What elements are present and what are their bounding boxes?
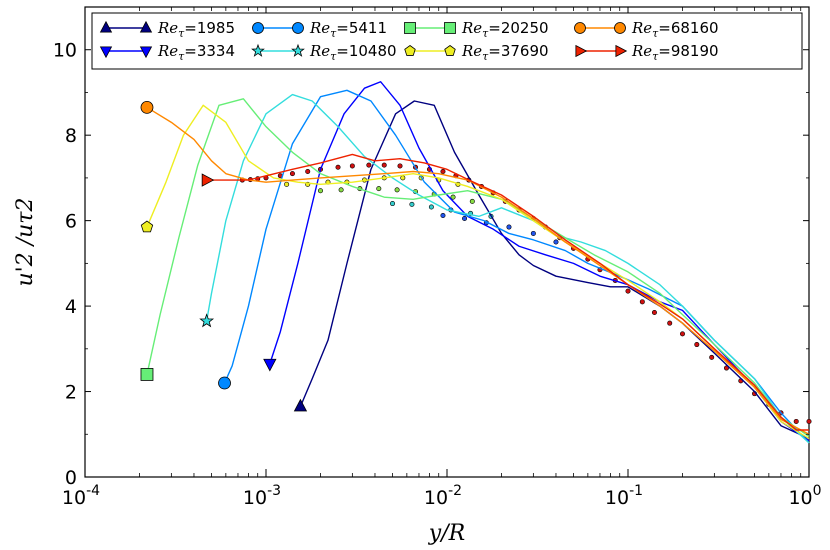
legend-marker	[404, 45, 416, 56]
reference-point	[335, 164, 341, 170]
x-tick-label: 100	[788, 483, 821, 509]
legend-marker	[404, 22, 416, 34]
reference-point	[553, 239, 559, 245]
series-line	[146, 106, 810, 435]
reference-point	[469, 198, 475, 204]
reference-point	[723, 365, 729, 371]
legend-marker	[444, 45, 456, 56]
reference-point	[394, 187, 400, 193]
y-axis-title: u'2 /uτ2	[13, 198, 38, 287]
reference-point	[390, 201, 396, 207]
series-line	[269, 81, 810, 442]
reference-point	[317, 188, 323, 194]
y-tick-label: 10	[53, 40, 77, 62]
series-marker	[199, 313, 215, 328]
series-line	[206, 153, 809, 431]
x-tick-label: 10-4	[62, 483, 100, 509]
reference-point	[397, 163, 403, 169]
series-line	[223, 89, 810, 444]
series-marker	[140, 101, 154, 114]
series-lines	[146, 81, 810, 444]
reference-point	[381, 162, 387, 168]
legend-label: Reτ=98190	[631, 42, 719, 63]
legend-label: Reτ=68160	[631, 19, 719, 40]
plot-frame	[84, 6, 810, 478]
y-tick-label: 8	[65, 125, 77, 147]
reference-point	[366, 162, 372, 168]
legend-marker	[292, 22, 304, 34]
series-line	[205, 93, 810, 444]
legend-marker	[99, 46, 113, 59]
y-tick-label: 6	[65, 211, 77, 233]
legend-marker	[614, 22, 626, 34]
legend-label: Reτ=37690	[461, 42, 549, 63]
reference-point	[709, 354, 715, 360]
y-tick-label: 2	[65, 382, 77, 404]
series-marker	[218, 376, 231, 390]
legend-marker	[99, 20, 113, 33]
legend-label: Reτ=10480	[309, 42, 397, 63]
reference-point	[793, 418, 799, 424]
reference-point	[305, 169, 311, 175]
reference-point	[284, 181, 290, 187]
reference-point	[506, 224, 512, 230]
x-tick-label: 10-3	[243, 483, 281, 509]
legend-marker	[139, 46, 153, 59]
reference-point	[376, 186, 382, 192]
legend-marker	[291, 43, 305, 57]
reference-point	[289, 171, 295, 177]
series-marker	[140, 220, 154, 233]
y-tick-label: 4	[65, 296, 77, 318]
axis-titles: y/R u'2 /uτ2	[13, 198, 465, 546]
reference-point	[349, 163, 355, 169]
reference-point	[428, 204, 434, 210]
series-line	[146, 98, 810, 437]
legend-marker	[574, 22, 586, 34]
reference-point	[651, 309, 657, 315]
reference-point	[639, 299, 645, 305]
x-tick-label: 10-1	[605, 483, 643, 509]
reference-point	[440, 213, 446, 219]
reference-point	[450, 194, 456, 200]
series-line	[299, 100, 810, 440]
legend-marker	[252, 22, 264, 34]
reference-point	[806, 418, 812, 424]
series-marker	[140, 368, 154, 381]
legend-label: Reτ=1985	[157, 19, 235, 40]
reference-point	[625, 288, 631, 294]
reference-point	[694, 342, 700, 348]
reference-point	[409, 201, 415, 207]
x-axis-title: y/R	[428, 521, 465, 546]
reference-points	[239, 162, 812, 424]
legend-marker	[139, 20, 153, 33]
legend-label: Reτ=5411	[309, 19, 387, 40]
legend-marker	[615, 44, 628, 58]
reference-point	[679, 331, 685, 337]
reference-point	[440, 169, 446, 175]
series-marker	[293, 398, 308, 412]
series-marker	[201, 173, 215, 187]
legend-marker	[251, 43, 265, 57]
legend-label: Reτ=3334	[157, 42, 235, 63]
reference-point	[338, 187, 344, 193]
legend-marker	[575, 44, 588, 58]
axis-ticks: 0 2 4 6 8 10 10-4 10-3 10-2 10-1 100	[53, 6, 822, 509]
x-tick-label: 10-2	[424, 483, 462, 509]
y-tick-label: 0	[65, 467, 77, 489]
reference-point	[530, 230, 536, 236]
reference-point	[400, 175, 406, 181]
series-markers	[140, 101, 308, 412]
legend-label: Reτ=20250	[461, 19, 549, 40]
series-marker	[263, 358, 277, 372]
reference-point	[667, 320, 673, 326]
legend-marker	[444, 22, 456, 34]
reference-point	[462, 216, 468, 222]
